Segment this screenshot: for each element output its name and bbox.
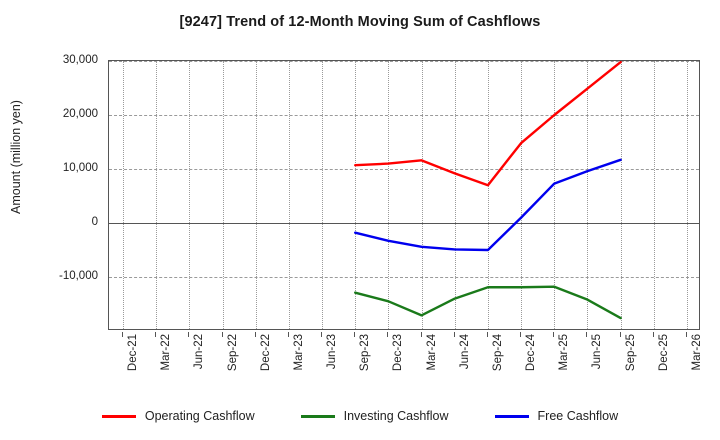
gridline-y--10000 — [109, 277, 699, 278]
x-tick-label: Sep-23 — [359, 334, 372, 372]
legend-label: Operating Cashflow — [144, 409, 255, 423]
legend-item-investing-cashflow[interactable]: Investing Cashflow — [300, 409, 449, 423]
x-tick-label: Sep-22 — [226, 334, 239, 372]
x-tick-mark — [486, 332, 488, 337]
x-axis-tick-labels: Dec-21 Mar-22 Jun-22 Sep-22 Dec-22 Mar-23 Jun-… — [108, 332, 703, 402]
x-tick-mark — [619, 332, 621, 337]
gridline-x-Jun-23 — [322, 61, 324, 329]
legend-label: Investing Cashflow — [343, 409, 449, 423]
gridline-x-Mar-26 — [687, 61, 688, 329]
gridline-y-30000 — [109, 61, 699, 62]
x-tick-label: Mar-22 — [160, 334, 173, 371]
gridline-x-Jun-24 — [454, 61, 456, 329]
chart-legend: Operating Cashflow Investing Cashflow Free… — [0, 404, 720, 428]
legend-swatch-icon — [300, 414, 335, 418]
x-tick-label: Jun-24 — [458, 334, 471, 370]
gridline-x-Sep-25 — [620, 61, 622, 329]
x-tick-mark — [553, 332, 555, 337]
x-tick-label: Dec-24 — [525, 334, 538, 372]
x-tick-mark — [221, 332, 223, 337]
x-tick-mark — [321, 332, 323, 337]
x-tick-mark — [520, 332, 522, 337]
x-tick-mark — [420, 332, 422, 337]
y-tick-label: -10,000 — [58, 270, 98, 282]
legend-item-free-cashflow[interactable]: Free Cashflow — [494, 409, 619, 423]
x-tick-label: Mar-26 — [691, 334, 703, 371]
legend-item-operating-cashflow[interactable]: Operating Cashflow — [101, 409, 255, 423]
gridline-x-Dec-22 — [255, 61, 257, 329]
gridline-x-Dec-25 — [653, 61, 655, 329]
plot-area — [108, 60, 700, 330]
x-tick-label: Dec-21 — [127, 334, 139, 372]
x-tick-mark — [453, 332, 455, 337]
gridline-x-Mar-24 — [421, 61, 423, 329]
x-tick-mark — [387, 332, 389, 337]
gridline-y-10000 — [109, 169, 699, 170]
x-tick-label: Mar-25 — [558, 334, 571, 371]
y-tick-label: 20,000 — [62, 108, 98, 120]
x-tick-label: Jun-22 — [193, 334, 206, 370]
legend-swatch-icon — [101, 414, 136, 418]
y-axis-tick-labels: 30,000 20,000 10,000 0 -10,000 — [0, 54, 104, 330]
gridline-y-0 — [109, 223, 699, 224]
y-tick-label: 0 — [91, 216, 98, 228]
gridline-x-Sep-22 — [222, 61, 224, 329]
gridline-x-Jun-25 — [587, 61, 589, 329]
x-tick-label: Jun-25 — [591, 334, 604, 370]
x-tick-label: Dec-25 — [657, 334, 670, 372]
x-tick-label: Mar-23 — [292, 334, 305, 371]
y-tick-label: 10,000 — [62, 162, 98, 174]
x-tick-label: Dec-22 — [259, 334, 272, 372]
x-tick-mark — [254, 332, 256, 337]
x-tick-mark — [686, 332, 687, 337]
series-line-free-cashflow — [354, 158, 622, 252]
gridline-x-Mar-25 — [554, 61, 556, 329]
x-tick-label: Dec-23 — [392, 334, 405, 372]
gridline-x-Dec-21 — [123, 61, 124, 329]
gridline-x-Dec-24 — [521, 61, 523, 329]
series-line-operating-cashflow — [354, 61, 622, 187]
x-tick-mark — [122, 332, 123, 337]
y-tick-label: 30,000 — [62, 54, 98, 66]
gridline-x-Jun-22 — [189, 61, 191, 329]
chart-title: [9247] Trend of 12-Month Moving Sum of C… — [179, 14, 541, 30]
x-tick-mark — [155, 332, 157, 337]
legend-label: Free Cashflow — [537, 409, 619, 423]
x-tick-mark — [586, 332, 588, 337]
gridline-x-Mar-23 — [288, 61, 290, 329]
gridline-x-Sep-24 — [487, 61, 489, 329]
gridline-x-Sep-23 — [355, 61, 357, 329]
gridline-y-20000 — [109, 115, 699, 116]
x-tick-label: Mar-24 — [425, 334, 438, 371]
legend-swatch-icon — [494, 414, 529, 418]
series-line-investing-cashflow — [354, 285, 622, 320]
x-tick-label: Sep-25 — [624, 334, 637, 372]
x-tick-mark — [652, 332, 654, 337]
series-layer — [354, 61, 622, 320]
x-tick-mark — [354, 332, 356, 337]
gridline-x-Mar-22 — [156, 61, 158, 329]
x-tick-mark — [287, 332, 289, 337]
gridline-x-Dec-23 — [388, 61, 390, 329]
x-tick-label: Sep-24 — [491, 334, 504, 372]
x-tick-mark — [188, 332, 190, 337]
x-tick-label: Jun-23 — [326, 334, 339, 370]
